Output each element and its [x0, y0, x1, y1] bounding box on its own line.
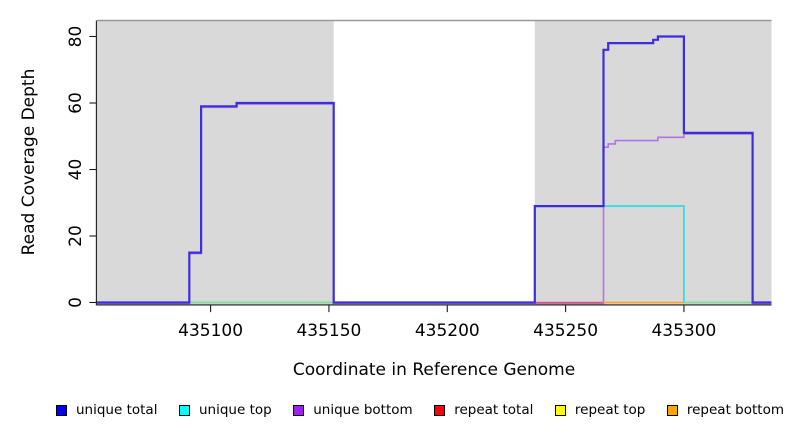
x-axis-title: Coordinate in Reference Genome: [292, 360, 576, 380]
y-tick-label: 60: [66, 92, 86, 114]
legend-label: unique total: [76, 402, 158, 418]
legend-label: repeat total: [454, 402, 534, 418]
legend-label: unique top: [199, 402, 272, 418]
y-tick-label: 40: [66, 159, 86, 181]
y-axis-title: Read Coverage Depth: [19, 68, 39, 256]
legend-item-unique-top: unique top: [179, 402, 272, 418]
y-tick-label: 0: [66, 297, 86, 308]
legend-item-repeat-top: repeat top: [554, 402, 646, 418]
x-tick-label: 435250: [533, 321, 598, 341]
legend-swatch: [56, 404, 67, 416]
legend-swatch: [554, 404, 566, 416]
legend-item-repeat-bottom: repeat bottom: [666, 402, 784, 418]
legend-label: repeat top: [574, 402, 646, 418]
legend-label: repeat bottom: [686, 402, 784, 418]
legend-label: unique bottom: [313, 402, 413, 418]
x-tick-label: 435200: [415, 321, 480, 341]
shaded-region: [97, 20, 334, 305]
y-tick-label: 20: [66, 225, 86, 247]
x-tick-label: 435300: [651, 321, 716, 341]
legend-item-repeat-total: repeat total: [434, 402, 533, 418]
shaded-region: [534, 20, 772, 305]
legend-swatch: [666, 404, 678, 416]
legend: unique total unique top unique bottom repea…: [56, 399, 784, 421]
x-tick-label: 435150: [296, 321, 361, 341]
y-tick-label: 80: [66, 26, 86, 48]
x-tick-label: 435100: [178, 321, 243, 341]
legend-swatch: [434, 404, 446, 416]
legend-swatch: [179, 404, 190, 416]
legend-swatch: [293, 404, 305, 416]
legend-item-unique-total: unique total: [56, 402, 157, 418]
series-unique-total: [97, 35, 772, 304]
legend-item-unique-bottom: unique bottom: [293, 402, 413, 418]
